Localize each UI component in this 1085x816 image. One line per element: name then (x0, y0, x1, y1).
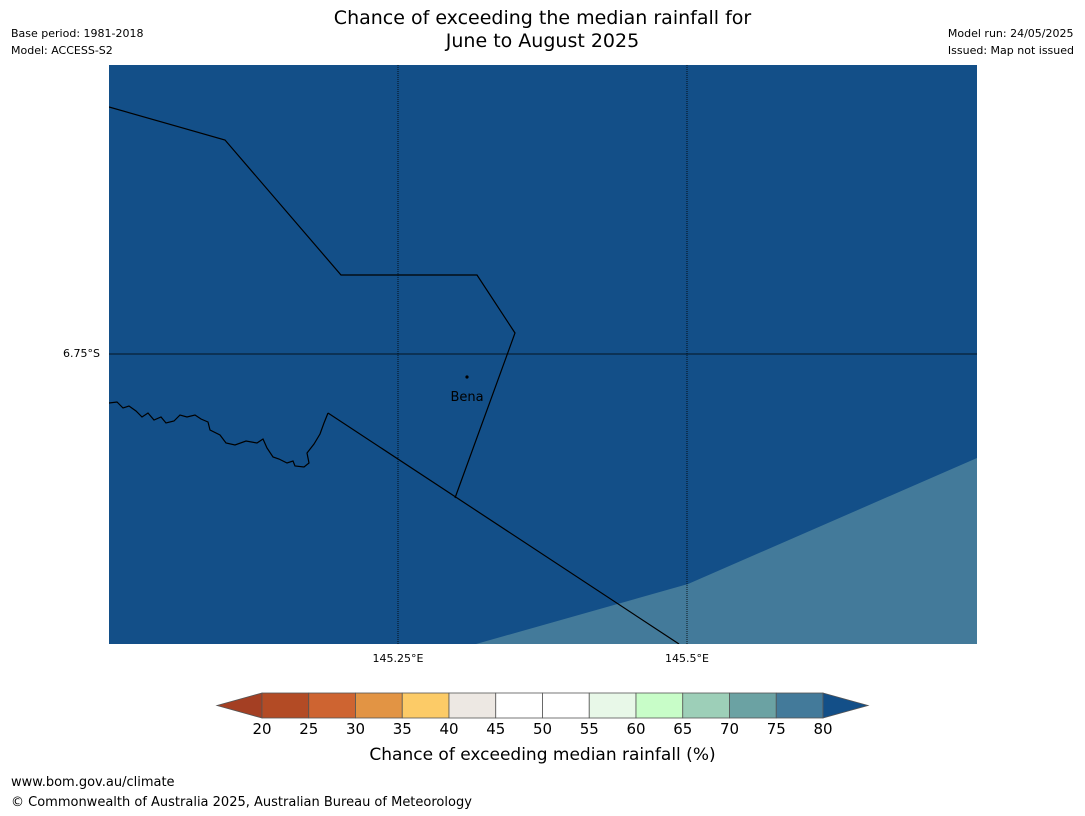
colorbar-tick-70: 70 (719, 720, 740, 738)
lon-label-145-5e: 145.5°E (665, 652, 709, 665)
province-border-south (327, 412, 680, 644)
colorbar-extend-high (822, 692, 870, 719)
probability-band-65-70 (476, 458, 977, 644)
title-line-2: June to August 2025 (445, 30, 640, 52)
map-title: Chance of exceeding the median rainfall … (0, 7, 1085, 53)
colorbar-tick-40: 40 (439, 720, 459, 738)
run-info: Model run: 24/05/2025 Issued: Map not is… (948, 25, 1074, 59)
model-name: Model: ACCESS-S2 (11, 44, 113, 57)
colorbar-tick-35: 35 (392, 720, 412, 738)
colorbar-tick-75: 75 (766, 720, 786, 738)
colorbar-tick-25: 25 (299, 720, 319, 738)
rainfall-map: Bena (109, 65, 977, 644)
colorbar-segment-55-60 (588, 692, 637, 719)
province-border-north (109, 106, 516, 499)
footer-url: www.bom.gov.au/climate (11, 775, 175, 790)
province-border-west (109, 401, 329, 468)
colorbar-segment-65-70 (682, 692, 730, 719)
colorbar-segment-35-40 (401, 692, 450, 719)
colorbar-segment-60-65 (635, 692, 684, 719)
colorbar-segment-40-45 (448, 692, 497, 719)
colorbar-tick-80: 80 (813, 720, 833, 738)
colorbar-segment-50-55 (542, 692, 590, 719)
base-info: Base period: 1981-2018 Model: ACCESS-S2 (11, 25, 143, 59)
issued-status: Issued: Map not issued (947, 44, 1074, 57)
colorbar-segment-20-25 (261, 692, 310, 719)
colorbar-extend-low (215, 692, 263, 719)
colorbar-segment-45-50 (495, 692, 543, 719)
colorbar-title: Chance of exceeding median rainfall (%) (369, 745, 716, 765)
footer-copyright: © Commonwealth of Australia 2025, Austra… (11, 795, 472, 810)
town-label-bena: Bena (450, 390, 483, 405)
colorbar-tick-45: 45 (486, 720, 506, 738)
colorbar-segment-25-30 (308, 692, 356, 719)
map-canvas: Bena (109, 65, 977, 644)
town-marker (465, 375, 469, 379)
colorbar-tick-50: 50 (532, 720, 553, 738)
colorbar-tick-65: 65 (673, 720, 693, 738)
colorbar-tick-30: 30 (345, 720, 366, 738)
colorbar-tick-20: 20 (252, 720, 272, 738)
lon-label-145-25e: 145.25°E (372, 652, 424, 665)
colorbar-segment-70-75 (729, 692, 777, 719)
model-run: Model run: 24/05/2025 (947, 27, 1074, 40)
colorbar-segment-30-35 (355, 692, 403, 719)
colorbar-tick-60: 60 (626, 720, 646, 738)
base-period: Base period: 1981-2018 (11, 27, 144, 40)
title-line-1: Chance of exceeding the median rainfall … (333, 7, 752, 29)
colorbar-tick-55: 55 (579, 720, 599, 738)
lat-label-6-75s: 6.75°S (63, 347, 100, 360)
colorbar-segment-75-80 (775, 692, 824, 719)
